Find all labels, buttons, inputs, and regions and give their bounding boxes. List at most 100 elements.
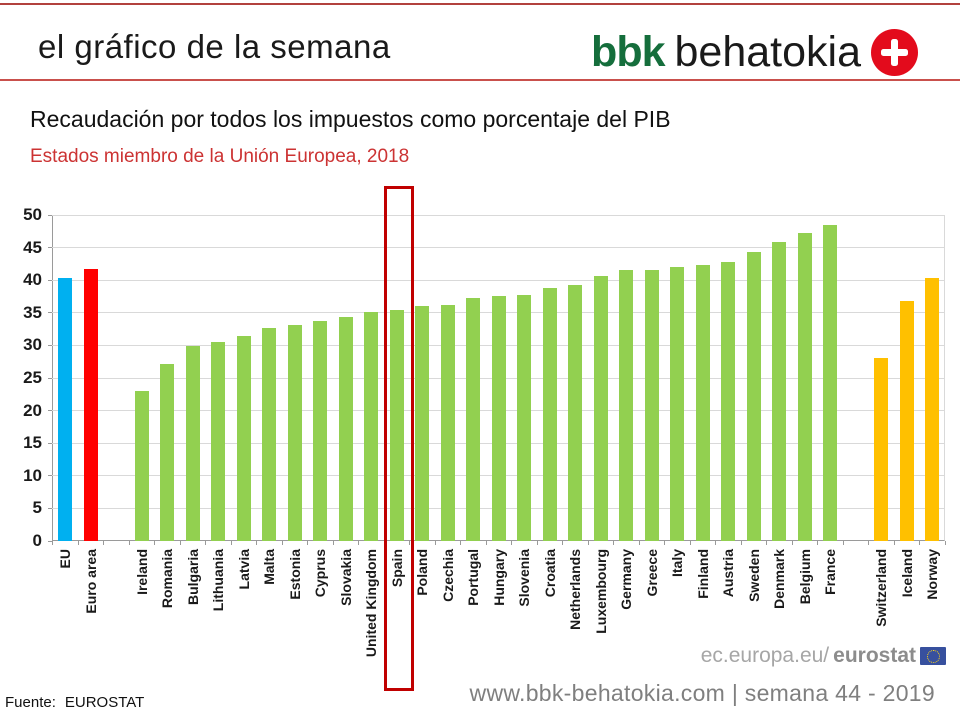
bar-hungary xyxy=(491,295,506,541)
bar-poland xyxy=(415,305,429,541)
eurostat-url-text: ec.europa.eu/ xyxy=(700,644,830,667)
x-axis-tick xyxy=(103,541,104,545)
x-axis-label-switzerland: Switzerland xyxy=(873,549,889,627)
x-axis-label-eu: EU xyxy=(57,549,73,569)
y-axis-tick-label: 25 xyxy=(23,368,42,387)
bar-cyprus xyxy=(313,320,327,541)
x-axis-tick xyxy=(485,541,487,545)
x-axis-tick xyxy=(893,541,895,545)
x-axis-tick xyxy=(179,541,181,545)
x-axis-label-bulgaria: Bulgaria xyxy=(184,549,201,606)
x-axis-label-germany: Germany xyxy=(618,549,634,610)
x-axis-tick xyxy=(256,541,257,545)
bar-belgium xyxy=(797,233,812,541)
x-axis-label-estonia: Estonia xyxy=(286,549,303,600)
x-axis-tick xyxy=(281,541,283,545)
x-axis-label-euro-area: Euro area xyxy=(82,549,99,614)
bar-romania xyxy=(160,364,174,541)
bar-malta xyxy=(262,327,276,541)
x-axis-label-slovakia: Slovakia xyxy=(337,549,354,606)
y-axis-tick xyxy=(48,214,52,216)
bar-greece xyxy=(644,270,659,541)
y-axis-tick xyxy=(48,312,52,314)
eu-flag-icon xyxy=(920,647,946,665)
bar-denmark xyxy=(772,241,786,541)
x-axis-label-greece: Greece xyxy=(643,549,660,597)
gridline xyxy=(52,214,945,216)
x-axis-tick xyxy=(536,541,538,545)
y-axis-tick-label: 5 xyxy=(32,498,42,518)
bar-germany xyxy=(619,270,633,541)
y-axis-tick xyxy=(48,410,52,412)
source-label: Fuente: xyxy=(5,694,56,711)
plus-icon xyxy=(871,28,918,76)
y-axis-tick-label: 50 xyxy=(23,205,42,224)
y-axis-tick xyxy=(48,475,52,477)
x-axis-tick xyxy=(307,541,308,545)
bar-norway xyxy=(925,278,939,541)
y-axis-tick-label: 10 xyxy=(23,465,42,485)
bar-netherlands xyxy=(568,285,582,541)
x-axis-tick xyxy=(358,541,359,545)
x-axis-label-poland: Poland xyxy=(414,549,430,596)
eurostat-credit: ec.europa.eu/eurostat xyxy=(701,644,946,668)
y-axis-tick xyxy=(48,279,52,281)
bar-euro-area xyxy=(83,269,98,541)
y-axis-tick xyxy=(48,247,52,249)
x-axis-tick xyxy=(52,541,53,545)
bar-italy xyxy=(670,267,684,541)
x-axis-tick xyxy=(434,541,436,545)
bar-ireland xyxy=(134,391,149,541)
x-axis-label-united-kingdom: United Kingdom xyxy=(363,549,379,658)
x-axis-tick xyxy=(205,541,206,545)
x-axis-label-cyprus: Cyprus xyxy=(312,549,328,598)
header-divider-line xyxy=(0,79,960,81)
x-axis-tick xyxy=(613,541,614,545)
x-axis-tick xyxy=(409,541,410,545)
x-axis-tick xyxy=(715,541,716,545)
bar-united-kingdom xyxy=(364,312,378,541)
x-axis-label-austria: Austria xyxy=(720,549,736,598)
gridline xyxy=(52,279,945,281)
x-axis-tick xyxy=(664,541,665,545)
x-axis-tick xyxy=(842,541,844,545)
x-axis-tick xyxy=(230,541,232,545)
bar-slovakia xyxy=(338,317,353,541)
x-axis-label-portugal: Portugal xyxy=(465,549,481,606)
footer-website: www.bbk-behatokia.com | semana 44 - 2019 xyxy=(469,680,935,706)
bar-bulgaria xyxy=(185,346,200,541)
x-axis-label-ireland: Ireland xyxy=(133,549,150,595)
x-axis-tick xyxy=(919,541,920,545)
bar-france xyxy=(823,225,837,541)
x-axis-tick xyxy=(460,541,461,545)
y-axis-tick-label: 45 xyxy=(23,237,42,257)
x-axis-tick xyxy=(689,541,691,545)
x-axis-label-netherlands: Netherlands xyxy=(567,549,583,630)
x-axis-label-iceland: Iceland xyxy=(898,549,915,598)
x-axis-label-italy: Italy xyxy=(669,549,685,578)
x-axis-tick xyxy=(332,541,334,545)
x-axis-label-slovenia: Slovenia xyxy=(516,549,532,607)
source-value: EUROSTAT xyxy=(64,694,145,711)
y-axis-tick-label: 20 xyxy=(23,400,42,420)
x-axis-label-finland: Finland xyxy=(694,549,711,599)
bar-slovenia xyxy=(517,295,531,541)
source-note: Fuente: EUROSTAT xyxy=(5,694,144,711)
bar-luxembourg xyxy=(593,275,608,541)
x-axis-label-denmark: Denmark xyxy=(771,549,787,609)
x-axis-tick xyxy=(587,541,589,545)
bar-estonia xyxy=(287,324,302,541)
bar-latvia xyxy=(236,336,251,541)
bar-czechia xyxy=(440,304,455,541)
x-axis-label-sweden: Sweden xyxy=(745,549,762,602)
x-axis-label-luxembourg: Luxembourg xyxy=(592,549,609,634)
plus-icon-vertical-bar xyxy=(891,38,898,66)
x-axis-tick xyxy=(562,541,563,545)
x-axis-label-croatia: Croatia xyxy=(541,549,558,598)
y-axis-tick-label: 15 xyxy=(23,433,42,453)
x-axis-label-malta: Malta xyxy=(261,549,277,585)
x-axis-label-norway: Norway xyxy=(924,549,940,600)
bar-sweden xyxy=(746,251,761,541)
